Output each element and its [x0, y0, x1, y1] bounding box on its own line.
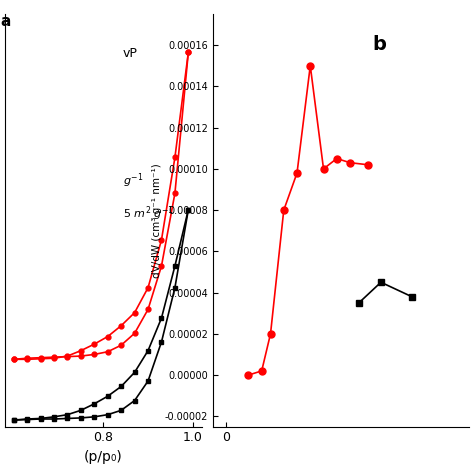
- Text: a: a: [1, 14, 11, 29]
- Text: vP: vP: [123, 47, 138, 60]
- Text: $5\ m^2\ g^{-1}$: $5\ m^2\ g^{-1}$: [123, 204, 174, 222]
- Text: b: b: [372, 35, 386, 54]
- X-axis label: (p/p₀): (p/p₀): [84, 450, 123, 464]
- Text: $g^{-1}$: $g^{-1}$: [123, 171, 143, 190]
- Y-axis label: dV/dW (cm³ g⁻¹ nm⁻¹): dV/dW (cm³ g⁻¹ nm⁻¹): [152, 163, 162, 278]
